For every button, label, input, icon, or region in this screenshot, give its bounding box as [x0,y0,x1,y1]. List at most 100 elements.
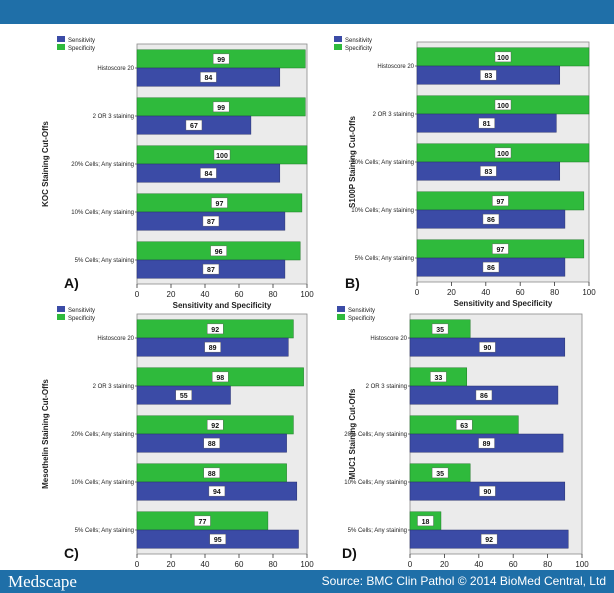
x-axis-label: Sensitivity and Specificity [173,301,272,310]
category-label: 20% Cells; Any staining [71,432,134,438]
category-label: 2 OR 3 staining [373,112,414,118]
x-tick-label: 20 [167,290,176,299]
data-label-box [492,195,509,207]
category-label: 2 OR 3 staining [93,114,134,120]
category-label: 20% Cells; Any staining [71,162,134,168]
legend-label-sensitivity: Sensitivity [345,38,372,44]
data-label-box [212,371,229,383]
data-label-specificity: 99 [217,105,225,112]
legend-label-sensitivity: Sensitivity [68,308,95,314]
y-axis-label: S100P Staining Cut-Offs [348,116,357,208]
data-label-specificity: 96 [215,249,223,256]
x-axis-label: Sensitivity and Specificity [454,299,553,308]
data-label-box [203,437,221,449]
legend-swatch-specificity [57,314,65,320]
legend-swatch-specificity [334,44,342,50]
data-label-box [431,323,449,335]
data-label-sensitivity: 89 [209,345,217,352]
data-label-sensitivity: 84 [205,171,213,178]
data-label-box [482,213,500,225]
data-label-box [175,389,192,401]
category-label: 10% Cells; Any staining [351,208,414,214]
x-tick-label: 60 [516,288,525,297]
data-label-box [482,261,500,273]
x-tick-label: 100 [582,288,596,297]
data-label-specificity: 100 [497,55,509,62]
data-label-sensitivity: 87 [207,219,215,226]
legend-swatch-specificity [57,44,65,50]
data-label-box [478,117,495,129]
data-label-box [494,147,512,159]
x-tick-label: 60 [235,290,244,299]
data-label-specificity: 97 [497,199,505,206]
data-label-sensitivity: 95 [214,537,222,544]
legend-label-specificity: Specificity [345,46,372,52]
legend-label-sensitivity: Sensitivity [348,308,375,314]
data-label-sensitivity: 83 [484,73,492,80]
data-label-box [212,101,230,113]
data-label-sensitivity: 89 [483,441,491,448]
chart-panel-a: 0 20 40 60 80 100 Sensitivity and Specificity K… [41,36,314,310]
category-label: 5% Cells; Any staining [348,528,407,534]
x-tick-label: 100 [575,560,589,569]
data-label-specificity: 35 [436,327,444,334]
legend-swatch-sensitivity [337,306,345,312]
category-label: 5% Cells; Any staining [355,256,414,262]
data-label-sensitivity: 94 [213,489,221,496]
category-label: Histoscore 20 [97,66,134,72]
data-label-box [431,467,449,479]
data-label-box [185,119,203,131]
data-label-sensitivity: 84 [205,75,213,82]
category-label: 2 OR 3 staining [366,384,407,390]
data-label-specificity: 88 [208,471,216,478]
legend-label-specificity: Specificity [68,316,95,322]
data-label-box [479,341,496,353]
data-label-box [202,263,220,275]
data-label-specificity: 97 [497,247,505,254]
data-label-box [480,69,497,81]
category-label: Histoscore 20 [370,336,407,342]
x-tick-label: 80 [543,560,552,569]
category-label: 2 OR 3 staining [93,384,134,390]
x-tick-label: 40 [201,560,210,569]
category-label: 20% Cells; Any staining [351,160,414,166]
category-label: Histoscore 20 [97,336,134,342]
data-label-box [212,53,230,65]
data-label-box [494,51,512,63]
x-tick-label: 20 [447,288,456,297]
x-tick-label: 20 [440,560,449,569]
panel-label: C) [64,545,79,561]
x-tick-label: 60 [235,560,244,569]
data-label-specificity: 92 [211,423,219,430]
data-label-box [475,389,493,401]
data-label-specificity: 98 [216,375,224,382]
category-label: 5% Cells; Any staining [75,528,134,534]
data-label-specificity: 100 [216,153,228,160]
legend-label-specificity: Specificity [68,46,95,52]
data-label-specificity: 33 [434,375,442,382]
x-tick-label: 0 [415,288,420,297]
x-tick-label: 60 [509,560,518,569]
data-label-specificity: 77 [199,519,207,526]
data-label-box [200,167,217,179]
legend-swatch-specificity [337,314,345,320]
legend-label-sensitivity: Sensitivity [68,38,95,44]
data-label-sensitivity: 81 [483,121,491,128]
legend-label-specificity: Specificity [348,316,375,322]
category-label: 10% Cells; Any staining [344,480,407,486]
data-label-box [202,215,220,227]
data-label-specificity: 18 [422,519,430,526]
y-axis-label: KOC Staining Cut-Offs [41,121,50,207]
y-axis-label: Mesothelin Staining Cut-Offs [41,379,50,489]
data-label-sensitivity: 83 [484,169,492,176]
data-label-specificity: 63 [460,423,468,430]
chart-panel-b: 0 20 40 60 80 100 Sensitivity and Specificity S… [334,36,596,308]
data-label-specificity: 100 [497,151,509,158]
x-tick-label: 80 [269,290,278,299]
x-tick-label: 0 [135,290,140,299]
data-label-box [492,243,509,255]
medscape-logo: Medscape [8,572,77,591]
data-label-specificity: 100 [497,103,509,110]
top-banner [0,0,614,24]
